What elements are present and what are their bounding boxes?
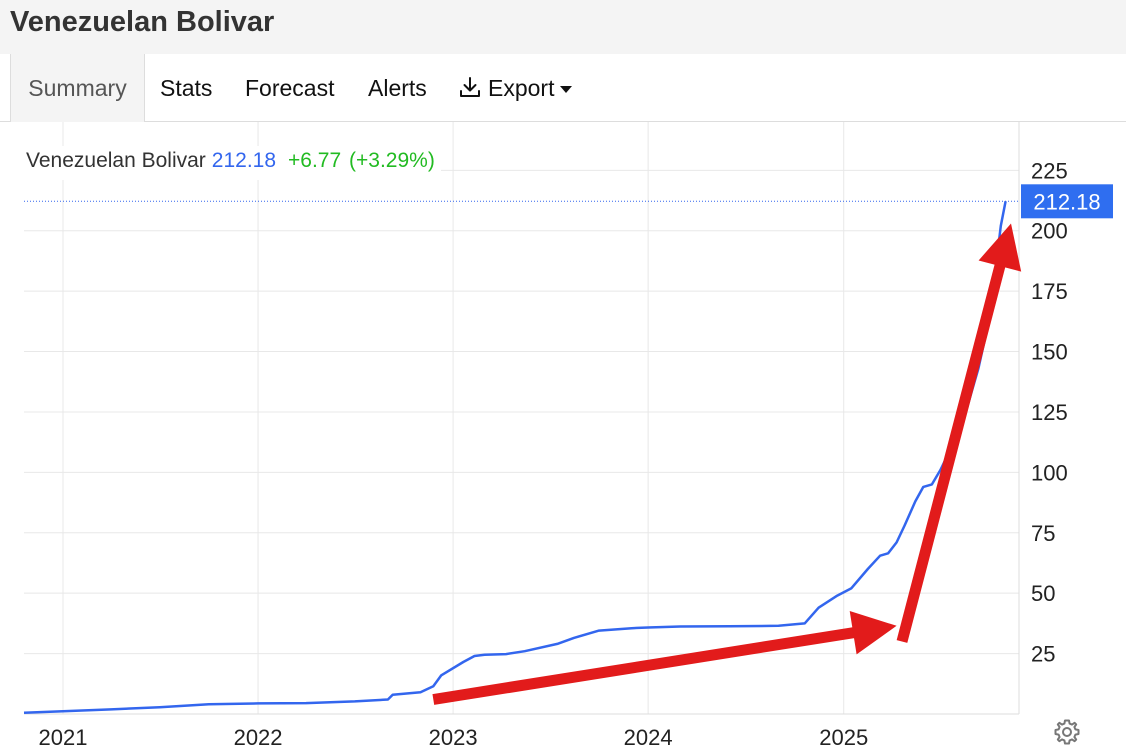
y-tick-label: 200: [1031, 219, 1068, 244]
tab-forecast[interactable]: Forecast: [245, 54, 334, 121]
exchange-rate-chart: 25 50 75 100 125 150 175 200 225 2021 2022 2023 2024…: [23, 122, 1113, 750]
y-tick-label: 150: [1031, 340, 1068, 365]
x-tick-label: 2025: [819, 725, 868, 750]
legend-series-name: Venezuelan Bolivar: [26, 149, 206, 172]
y-tick-label: 125: [1031, 400, 1068, 425]
last-value-badge: [1021, 184, 1113, 219]
tab-forecast-label: Forecast: [245, 75, 335, 101]
annotation-arrow-head: [849, 611, 897, 655]
y-tick-label: 25: [1031, 642, 1055, 667]
tab-alerts-label: Alerts: [368, 75, 427, 101]
tab-export-label: Export: [488, 75, 555, 101]
annotation-arrow-shaft: [896, 262, 1006, 643]
download-icon: [460, 77, 480, 97]
tab-bar-edge: [10, 54, 11, 121]
y-tick-label: 175: [1031, 279, 1068, 304]
x-tick-label: 2023: [429, 725, 478, 750]
x-tick-label: 2021: [39, 725, 88, 750]
annotation-arrow-head: [978, 223, 1022, 272]
gear-icon[interactable]: [1053, 718, 1081, 746]
tab-export[interactable]: Export: [458, 54, 573, 121]
x-tick-label: 2024: [624, 725, 673, 750]
y-tick-label: 75: [1031, 521, 1055, 546]
tab-stats[interactable]: Stats: [160, 54, 212, 121]
chart-legend: Venezuelan Bolivar 212.18 +6.77 (+3.29%): [20, 146, 441, 180]
legend-change-percent: (+3.29%): [349, 149, 435, 172]
tab-alerts[interactable]: Alerts: [368, 54, 427, 121]
legend-change: +6.77: [288, 149, 342, 172]
last-value-label: 212.18: [1033, 189, 1100, 214]
tab-summary[interactable]: Summary: [11, 54, 145, 122]
series-line: [23, 201, 1007, 715]
tab-bar: Summary Stats Forecast Alerts Export: [0, 54, 1126, 122]
tab-stats-label: Stats: [160, 75, 213, 101]
y-tick-label: 100: [1031, 460, 1068, 485]
chevron-down-icon: [560, 86, 573, 94]
page-title: Venezuelan Bolivar: [10, 6, 275, 38]
tab-summary-label: Summary: [28, 75, 127, 101]
page-header: Venezuelan Bolivar: [0, 0, 1126, 55]
annotation-arrow-shaft: [432, 626, 857, 705]
legend-value: 212.18: [211, 149, 277, 172]
y-tick-label: 50: [1031, 581, 1055, 606]
y-tick-label: 225: [1031, 158, 1068, 183]
x-tick-label: 2022: [234, 725, 283, 750]
